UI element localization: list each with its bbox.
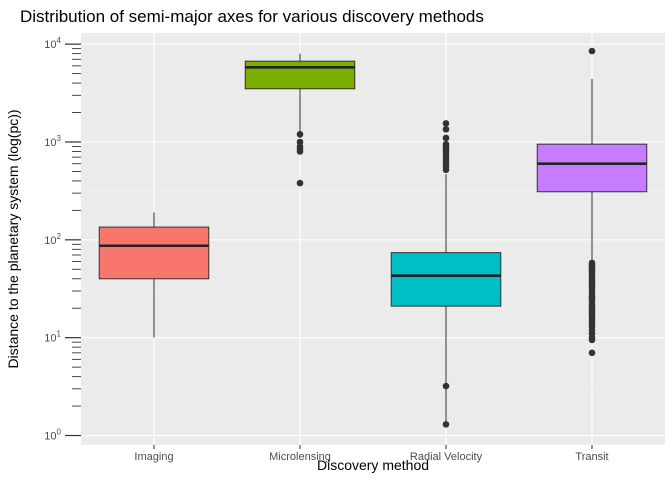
outlier-point: [442, 134, 450, 142]
x-axis: Imaging Microlensing Radial Velocity Transi…: [134, 445, 609, 463]
x-tick-label: Transit: [575, 451, 608, 463]
y-axis: 100 101 102 103 104: [44, 36, 81, 443]
iqr-box: [536, 143, 648, 193]
y-tick-label: 102: [44, 232, 61, 247]
box-transit: [536, 47, 648, 357]
outlier-point: [442, 421, 450, 428]
outlier-point: [296, 148, 304, 155]
box-imaging: [98, 212, 210, 338]
y-tick-label: 100: [44, 428, 61, 443]
outlier-point: [588, 47, 596, 55]
y-tick-label: 103: [44, 134, 61, 149]
x-tick-label: Imaging: [134, 451, 173, 463]
outlier-point: [296, 179, 304, 187]
chart-title: Distribution of semi-major axes for vari…: [20, 7, 484, 26]
x-tick-label: Microlensing: [269, 451, 331, 463]
outlier-point: [588, 336, 596, 344]
iqr-box: [390, 252, 502, 307]
y-axis-title: Distance to the planetary system (log(pc…: [5, 109, 21, 368]
box-radial-velocity: [390, 120, 502, 428]
outlier-point: [442, 382, 450, 390]
box-microlensing: [244, 53, 356, 187]
iqr-box: [98, 226, 210, 280]
box-layer: [98, 47, 648, 428]
x-tick-label: Radial Velocity: [410, 451, 483, 463]
iqr-box: [244, 60, 356, 90]
x-axis-title: Discovery method: [317, 457, 429, 473]
outlier-point: [442, 125, 450, 133]
outlier-point: [442, 120, 450, 127]
outlier-point: [296, 130, 304, 138]
outlier-point: [442, 166, 450, 174]
y-tick-label: 101: [44, 330, 61, 345]
outlier-point: [588, 349, 596, 357]
y-tick-label: 104: [44, 36, 61, 51]
